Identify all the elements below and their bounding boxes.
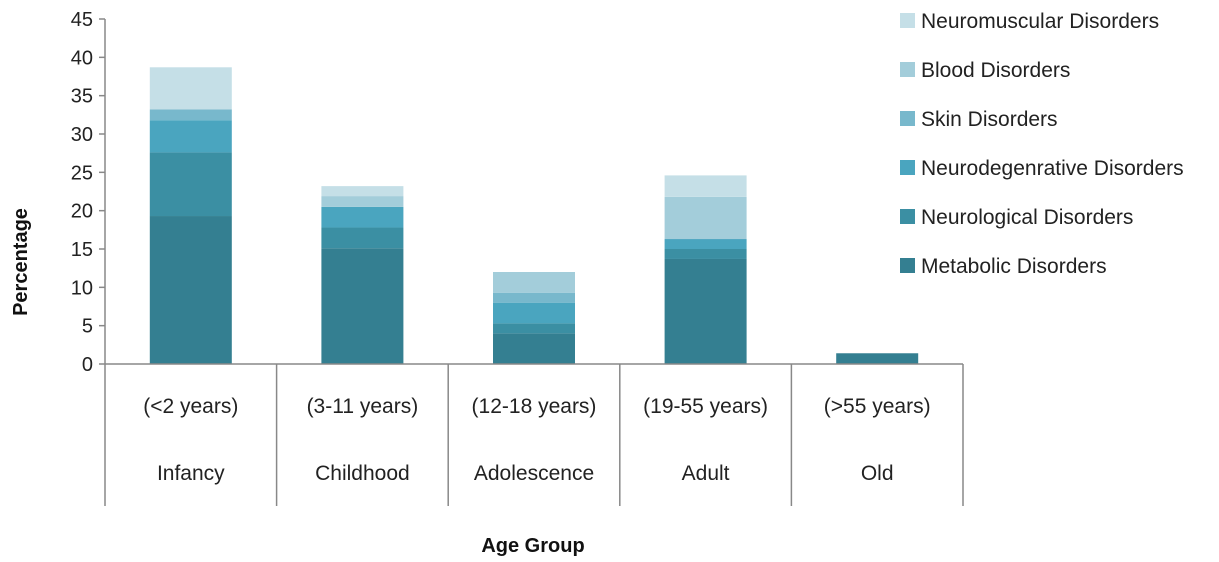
bar-segment <box>321 248 404 364</box>
y-tick-label: 35 <box>71 86 93 108</box>
x-axis-title: Age Group <box>481 535 584 557</box>
legend-swatch <box>900 111 915 126</box>
axes <box>104 19 964 506</box>
legend: Neuromuscular Disorders Blood Disorders Sk… <box>900 10 1184 278</box>
legend-swatch <box>900 209 915 224</box>
legend-label: Neurodegenrative Disorders <box>921 157 1184 180</box>
y-tick-label: 30 <box>71 124 93 146</box>
category-range-label: (>55 years) <box>824 395 931 418</box>
y-tick-label: 20 <box>71 201 93 223</box>
y-tick-label: 15 <box>71 239 93 261</box>
y-tick-label: 25 <box>71 162 93 184</box>
bar-segment <box>149 67 232 110</box>
x-axis-categories: (<2 years) Infancy (3-11 years) Childhood (1… <box>143 395 930 485</box>
y-tick-label: 40 <box>71 47 93 69</box>
category-range-label: (3-11 years) <box>307 395 419 418</box>
legend-label: Skin Disorders <box>921 108 1058 131</box>
bar-segment <box>321 196 404 207</box>
bar-segment <box>664 249 747 259</box>
y-tick-label: 5 <box>82 316 93 338</box>
legend-swatch <box>900 160 915 175</box>
bar-segment <box>493 333 575 364</box>
bar-segment <box>664 258 747 364</box>
y-axis-ticks: 0 5 10 15 20 25 30 35 40 45 <box>71 9 105 376</box>
y-axis-title: Percentage <box>10 208 32 316</box>
bar-segment <box>321 206 404 228</box>
bar-segment <box>664 239 747 249</box>
legend-label: Metabolic Disorders <box>921 255 1107 278</box>
category-label: Old <box>861 462 894 485</box>
y-tick-label: 10 <box>71 277 93 299</box>
category-range-label: (19-55 years) <box>643 395 768 418</box>
bar-segment <box>149 120 232 153</box>
bar-segment <box>664 196 747 240</box>
bar-segment <box>664 175 747 197</box>
bar-segment <box>493 272 575 293</box>
bar-segment <box>321 186 404 197</box>
legend-swatch <box>900 13 915 28</box>
bar-segment <box>493 302 575 324</box>
bar-segment <box>493 323 575 334</box>
bar-segment <box>149 109 232 121</box>
bar-segment <box>493 292 575 303</box>
bar-segment <box>149 152 232 217</box>
y-tick-label: 45 <box>71 9 93 31</box>
category-label: Adolescence <box>474 462 594 485</box>
bar-segment <box>321 227 404 249</box>
legend-label: Blood Disorders <box>921 59 1070 82</box>
legend-swatch <box>900 62 915 77</box>
legend-label: Neuromuscular Disorders <box>921 10 1159 33</box>
category-label: Childhood <box>315 462 410 485</box>
legend-swatch <box>900 258 915 273</box>
category-label: Infancy <box>157 462 225 485</box>
category-range-label: (<2 years) <box>143 395 238 418</box>
bars <box>149 67 919 364</box>
y-tick-label: 0 <box>82 354 93 376</box>
bar-segment <box>149 216 232 364</box>
legend-label: Neurological Disorders <box>921 206 1133 229</box>
category-range-label: (12-18 years) <box>472 395 597 418</box>
category-label: Adult <box>682 462 730 485</box>
bar-segment <box>836 353 919 364</box>
